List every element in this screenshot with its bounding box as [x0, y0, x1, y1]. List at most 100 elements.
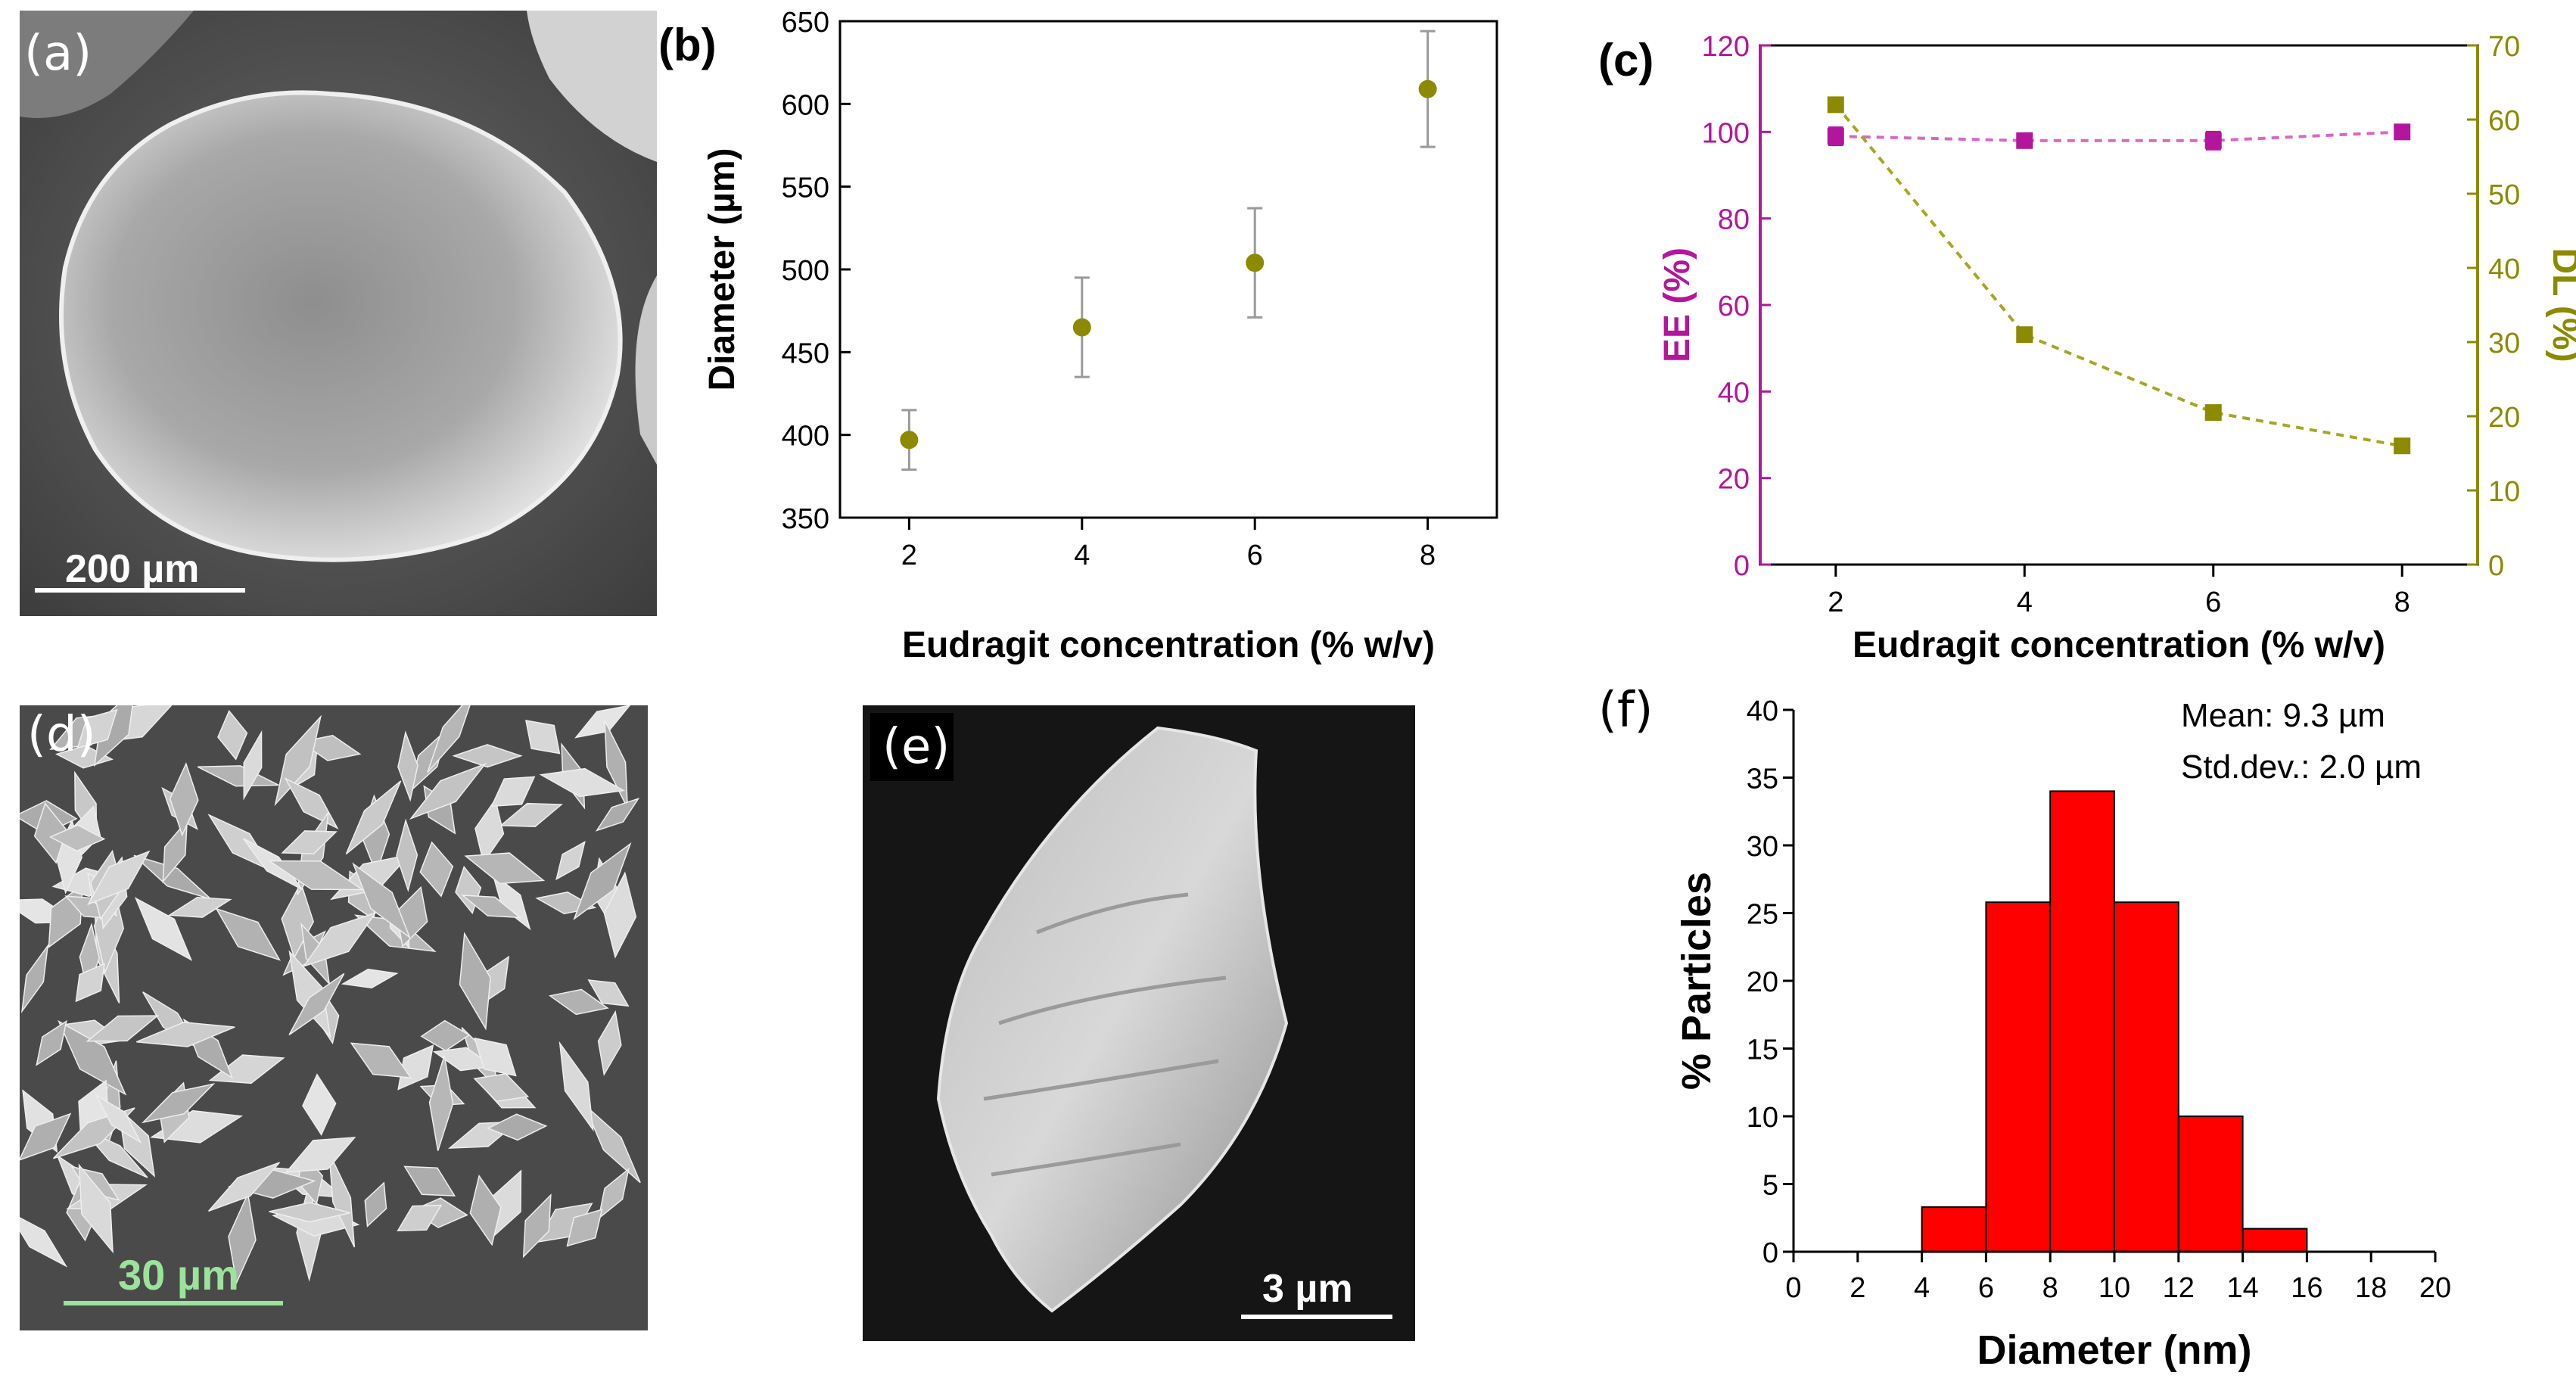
- y-tick-label-f: 30: [1747, 831, 1778, 863]
- panel-a-sem-image: 200 µm (a): [20, 11, 657, 616]
- crystal-particle: [243, 838, 303, 890]
- crystal-particle: [473, 1073, 530, 1103]
- data-point-ee: [2204, 132, 2222, 149]
- y-right-tick-label-c: 30: [2488, 328, 2520, 359]
- crystal-particle: [134, 897, 193, 961]
- crystal-particle: [20, 943, 49, 1014]
- panel-d-label: (d): [27, 707, 96, 763]
- crystal-particle: [583, 1103, 641, 1184]
- y-left-tick-label-c: 40: [1718, 377, 1750, 409]
- crystal-particle: [285, 1137, 356, 1173]
- histogram-bar: [1921, 1206, 1987, 1253]
- y-left-tick-label-c: 100: [1702, 117, 1750, 149]
- x-tick-label-b: 8: [1420, 540, 1436, 571]
- crystal-particle: [587, 979, 630, 1007]
- crystal-particle: [474, 1037, 517, 1077]
- y-tick-label-b: 350: [782, 503, 829, 535]
- x-tick-label-f: 14: [2226, 1272, 2258, 1304]
- crystal-particle: [345, 780, 402, 855]
- data-point-b: [1072, 318, 1091, 337]
- histogram-bar: [1985, 901, 2052, 1253]
- scale-bar-e-label: 3 µm: [1262, 1267, 1353, 1311]
- crystal-particle: [555, 841, 586, 881]
- x-tick-label-f: 10: [2098, 1272, 2130, 1304]
- data-point-dl: [2204, 404, 2222, 422]
- y-tick-label-f: 0: [1762, 1237, 1778, 1269]
- y-tick-label-f: 5: [1762, 1170, 1778, 1202]
- histogram-bar: [2242, 1228, 2308, 1253]
- crystal-particle: [217, 709, 248, 761]
- crystal-particle: [228, 1191, 257, 1285]
- crystal-particle: [403, 1165, 456, 1197]
- y-left-tick-label-c: 120: [1702, 31, 1750, 63]
- y-right-tick-label-c: 0: [2488, 550, 2504, 582]
- series-line-ee: [1835, 130, 2403, 142]
- x-tick-label-f: 8: [2042, 1272, 2058, 1304]
- y-left-tick-label-c: 20: [1718, 464, 1750, 496]
- crystal-particle: [461, 895, 522, 919]
- crystal-particle: [150, 1109, 244, 1144]
- panel-e-label: (e): [882, 719, 950, 775]
- crystal-particle: [469, 1174, 502, 1246]
- y-right-tick-label-c: 60: [2488, 105, 2520, 137]
- plot-frame-c: [1759, 44, 2479, 566]
- microsphere: [59, 90, 623, 562]
- y-tick-label-b: 450: [782, 338, 829, 369]
- crystal-particle: [95, 1094, 142, 1144]
- neighbor-sphere-top-left: [20, 11, 194, 118]
- crystal-particle: [167, 896, 232, 918]
- data-point-dl: [2016, 326, 2033, 344]
- chart-b-diameter: (b) 350 400 450 500 550 600 650 2 4 6 8 Diameter …: [658, 7, 1498, 665]
- crystal-particle: [281, 830, 338, 854]
- crystal-particle: [75, 963, 105, 1003]
- crystal-particle: [397, 1204, 443, 1232]
- crystal-particle: [243, 730, 263, 801]
- y-axis-label-f: % Particles: [1674, 872, 1719, 1090]
- x-tick-label-f: 6: [1978, 1272, 1994, 1304]
- series-line-dl: [1834, 104, 2403, 448]
- crystal-particle: [491, 872, 531, 931]
- y-tick-label-b: 550: [782, 173, 829, 204]
- crystal-particle: [208, 1054, 285, 1084]
- crystal-particle: [136, 1022, 235, 1047]
- y-tick-label-b: 600: [782, 89, 829, 121]
- crystal-particle: [86, 1015, 160, 1042]
- crystal-particle: [464, 852, 546, 885]
- crystal-particle: [302, 911, 377, 968]
- y-left-tick-label-c: 80: [1718, 204, 1750, 236]
- crystal-particle: [302, 1073, 337, 1136]
- crystal-particle: [215, 907, 282, 961]
- crystal-particle: [459, 932, 491, 1031]
- x-tick-label-f: 0: [1785, 1272, 1801, 1304]
- scale-bar-d-label: 30 µm: [118, 1251, 239, 1299]
- scale-bar-a-label: 200 µm: [65, 547, 199, 591]
- crystal-particle: [490, 776, 536, 808]
- y-right-tick-label-c: 10: [2488, 476, 2520, 508]
- x-tick-label-b: 2: [901, 540, 917, 571]
- crystal-particle: [208, 1162, 280, 1212]
- x-axis-label-f: Diameter (nm): [1977, 1327, 2251, 1373]
- y-right-axis-label-c: DL (%): [2545, 247, 2576, 362]
- panel-e-sem-image: 3 µm (e): [863, 705, 1415, 1341]
- x-tick-label-c: 6: [2205, 587, 2221, 618]
- chart-f-histogram: (f) 0 5 10 15 20 25 30 35 40 0 2 4 6 8 10 12 14 16 18 20 %…: [1598, 683, 2451, 1373]
- x-tick-label-f: 2: [1850, 1272, 1865, 1304]
- y-left-tick-label-c: 60: [1718, 291, 1750, 322]
- plot-frame-b: [838, 20, 1498, 519]
- x-tick-label-c: 8: [2394, 587, 2410, 618]
- crystal-particle: [274, 714, 322, 807]
- x-tick-label-f: 16: [2291, 1272, 2322, 1304]
- crystal-particle: [574, 705, 631, 739]
- x-tick-label-f: 18: [2355, 1272, 2387, 1304]
- crystal-particle: [328, 1152, 356, 1248]
- crystal-particle: [597, 1010, 622, 1076]
- crystal-particle: [558, 1041, 594, 1132]
- neighbor-sphere-right: [635, 275, 657, 465]
- crystal-particle: [420, 1019, 471, 1052]
- y-tick-label-b: 650: [782, 7, 829, 39]
- x-tick-label-c: 2: [1828, 587, 1843, 618]
- panel-d-sem-image: 30 µm (d): [20, 705, 648, 1330]
- y-left-tick-label-c: 0: [1734, 550, 1750, 582]
- neighbor-sphere-top-right: [527, 11, 657, 162]
- crystal-particle: [603, 871, 637, 959]
